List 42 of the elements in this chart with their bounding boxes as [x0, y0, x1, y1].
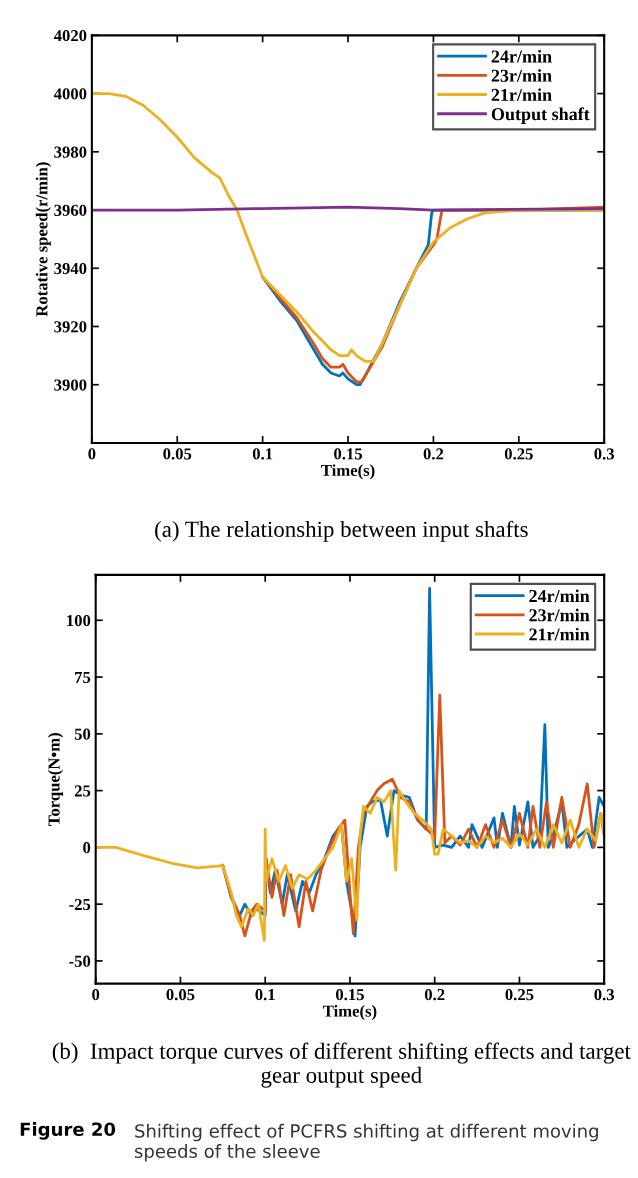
x-axis-title: Time(s) [321, 464, 375, 480]
y-axis-title: Torque(N•m) [47, 733, 64, 826]
legend-label: 21r/min [491, 88, 552, 101]
legend-label: 21r/min [529, 627, 590, 641]
y-tick-label: 4020 [53, 30, 87, 42]
x-tick-label: 0.15 [336, 988, 364, 1001]
y-tick-label: 4000 [53, 88, 87, 100]
x-tick-label: 0.3 [594, 988, 615, 1001]
legend-label: 23r/min [491, 69, 552, 82]
text: (b) Impact torque curves of different shifting effects and target gear output speed [52, 1042, 631, 1088]
y-tick-label: 0 [83, 842, 91, 854]
x-tick-label: 0.2 [424, 988, 445, 1001]
y-tick-label: 3980 [54, 146, 87, 158]
y-tick-label: 3900 [54, 379, 87, 391]
x-tick-label: 0.1 [255, 988, 275, 1001]
y-tick-label: -50 [69, 955, 91, 967]
text: Shifting effect of PCFRS shifting at different moving speeds of the sleeve [134, 1123, 598, 1162]
x-tick-label: 0 [92, 988, 100, 1001]
y-tick-label: 3960 [54, 204, 87, 216]
legend-label: 24r/min [529, 589, 590, 603]
y-axis-title: Rotative speed(r/min) [35, 162, 51, 317]
y-tick-label: 3920 [54, 321, 87, 333]
y-tick-label: 3940 [54, 262, 87, 275]
x-tick-label: 0.05 [163, 448, 192, 460]
y-tick-label: 50 [74, 728, 91, 740]
text: (a) The relationship between input shafts [155, 520, 528, 542]
x-tick-label: 0.3 [594, 448, 615, 460]
caption: Figure 20 [20, 1122, 116, 1140]
legend-label: 24r/min [491, 49, 552, 63]
legend-label: 23r/min [529, 608, 590, 622]
x-tick-label: 0.2 [423, 448, 444, 460]
x-tick-label: 0.1 [252, 448, 273, 460]
y-tick-label: -25 [69, 898, 91, 911]
x-tick-label: 0.05 [166, 988, 195, 1001]
y-tick-label: 75 [75, 671, 91, 683]
x-axis-title: Time(s) [323, 1004, 377, 1021]
y-tick-label: 25 [74, 785, 91, 797]
legend-label: Output shaft [491, 107, 590, 124]
y-tick-label: 100 [67, 614, 91, 627]
x-tick-label: 0.25 [505, 988, 534, 1001]
x-tick-label: 0.25 [504, 448, 533, 460]
x-tick-label: 0.15 [334, 448, 362, 460]
